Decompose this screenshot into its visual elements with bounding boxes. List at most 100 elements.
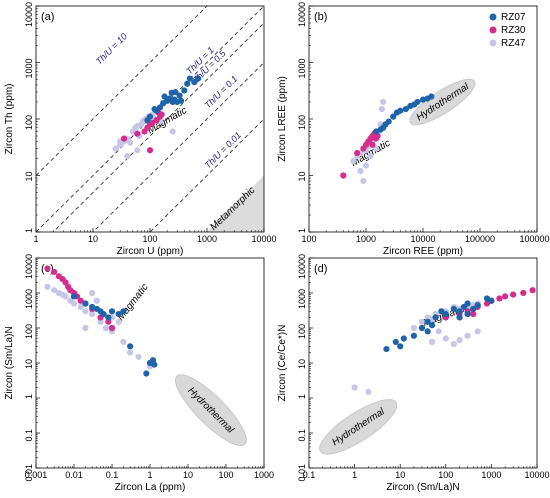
data-point-rz07 (82, 300, 89, 307)
y-axis-label: Zircon (Sm/La)N (4, 326, 15, 399)
data-point-rz07 (432, 314, 439, 321)
legend-marker (489, 13, 497, 21)
y-tick-label: 0.1 (297, 429, 307, 442)
annotation-label: Magmatic (115, 282, 150, 323)
data-point-rz47 (97, 318, 104, 325)
x-tick-label: 1 (147, 470, 152, 480)
data-point-rz47 (360, 177, 367, 185)
x-tick-label: 0.01 (65, 470, 83, 480)
data-point-rz47 (357, 167, 364, 175)
data-point-rz07 (428, 322, 436, 329)
x-tick-label: 0.001 (25, 470, 48, 480)
data-point-rz07 (120, 308, 127, 315)
data-point-rz47 (365, 388, 372, 395)
x-tick-label: 100 (438, 470, 453, 480)
data-point-rz07 (456, 308, 463, 315)
data-point-rz07 (177, 97, 185, 104)
legend-label: RZ30 (501, 25, 526, 36)
data-point-rz30 (77, 297, 84, 304)
panel-label: (d) (314, 263, 327, 275)
data-point-rz30 (502, 293, 509, 300)
ratio-line-label: Th/U = 10 (94, 31, 129, 66)
data-point-rz07 (144, 117, 151, 124)
data-point-rz47 (418, 318, 426, 325)
data-point-rz47 (474, 328, 481, 335)
data-point-rz47 (456, 337, 463, 344)
y-tick-label: 1 (24, 228, 34, 233)
panel-c: 0.001 0.01 0.1 1 10 100 10000.010.111010010001… (4, 254, 274, 493)
data-point-rz07 (464, 300, 471, 307)
panel-label: (b) (314, 11, 327, 23)
data-point-rz47 (112, 145, 119, 152)
data-point-rz07 (70, 293, 78, 300)
y-tick-label: 10 (297, 359, 307, 369)
x-tick-label: 100 (218, 470, 233, 480)
data-point-rz47 (127, 139, 134, 146)
y-axis-label: Zircon (Ce/Ce*)N (277, 325, 288, 402)
ratio-line-label: Th/U = 0.01 (203, 130, 244, 171)
legend-marker (489, 39, 497, 47)
data-point-rz07 (181, 87, 188, 94)
y-tick-label: 1 (24, 394, 34, 399)
y-tick-label: 10 (24, 172, 34, 182)
x-axis-label: Zircon REE (ppm) (383, 246, 463, 257)
data-point-rz30 (520, 289, 527, 297)
x-tick-label: 0.1 (303, 470, 316, 480)
data-point-rz07 (456, 314, 463, 321)
data-point-rz47 (82, 308, 89, 315)
data-point-rz47 (380, 98, 387, 106)
y-tick-label: 1000 (297, 289, 307, 309)
y-axis-label: Zircon LREE (ppm) (277, 76, 288, 162)
data-point-rz07 (438, 308, 445, 315)
hydrothermal-field (409, 78, 476, 126)
data-point-rz07 (382, 121, 389, 128)
y-tick-label: 100 (297, 324, 307, 339)
data-point-rz07 (474, 302, 481, 309)
data-point-rz30 (496, 295, 503, 302)
legend-label: RZ07 (501, 12, 526, 23)
data-point-rz07 (424, 318, 431, 325)
data-point-rz47 (134, 147, 141, 154)
y-tick-label: 0.01 (297, 464, 307, 482)
x-tick-label: 100 (301, 234, 316, 244)
y-axis-label: Zircon Th (ppm) (4, 84, 15, 155)
x-tick-label: 0.1 (106, 470, 119, 480)
data-point-rz07 (428, 93, 435, 100)
data-point-rz47 (51, 287, 58, 294)
x-tick-label: 1000 (356, 234, 376, 244)
panel-d: 0.1 1 10 100 1000 100000.010.1110100100010000… (277, 254, 550, 493)
data-point-rz47 (410, 324, 418, 332)
x-tick-label: 10 (183, 470, 193, 480)
data-point-rz47 (135, 353, 142, 360)
ratio-line (52, 22, 264, 232)
x-tick-label: 100 (142, 234, 157, 244)
data-point-rz47 (70, 300, 78, 307)
y-tick-label: 100 (24, 115, 34, 130)
data-point-rz30 (146, 147, 154, 154)
data-point-rz07 (410, 332, 418, 339)
data-point-rz47 (367, 153, 374, 160)
data-point-rz07 (442, 310, 449, 318)
data-point-rz07 (377, 126, 384, 133)
data-point-rz07 (161, 93, 168, 100)
y-tick-label: 0.1 (24, 429, 34, 442)
y-tick-label: 10 (297, 172, 307, 182)
x-axis-label: Zircon (Sm/La)N (386, 482, 459, 493)
data-point-rz07 (464, 310, 471, 318)
x-tick-label: 10 (88, 234, 98, 244)
x-tick-label: 10000 (251, 234, 276, 244)
data-point-rz30 (51, 268, 58, 276)
data-point-rz07 (402, 105, 409, 113)
data-point-rz47 (77, 303, 84, 311)
data-point-rz47 (124, 153, 131, 160)
x-axis-label: Zircon U (ppm) (117, 246, 184, 257)
data-point-rz07 (100, 310, 107, 318)
data-point-rz07 (383, 345, 390, 353)
data-point-rz47 (120, 338, 127, 346)
data-point-rz47 (442, 335, 449, 342)
x-tick-label: 10000 (524, 470, 549, 480)
panel-label: (a) (41, 11, 54, 23)
data-point-rz07 (108, 308, 116, 315)
y-tick-label: 100 (24, 324, 34, 339)
metamorphic-field (207, 175, 264, 232)
